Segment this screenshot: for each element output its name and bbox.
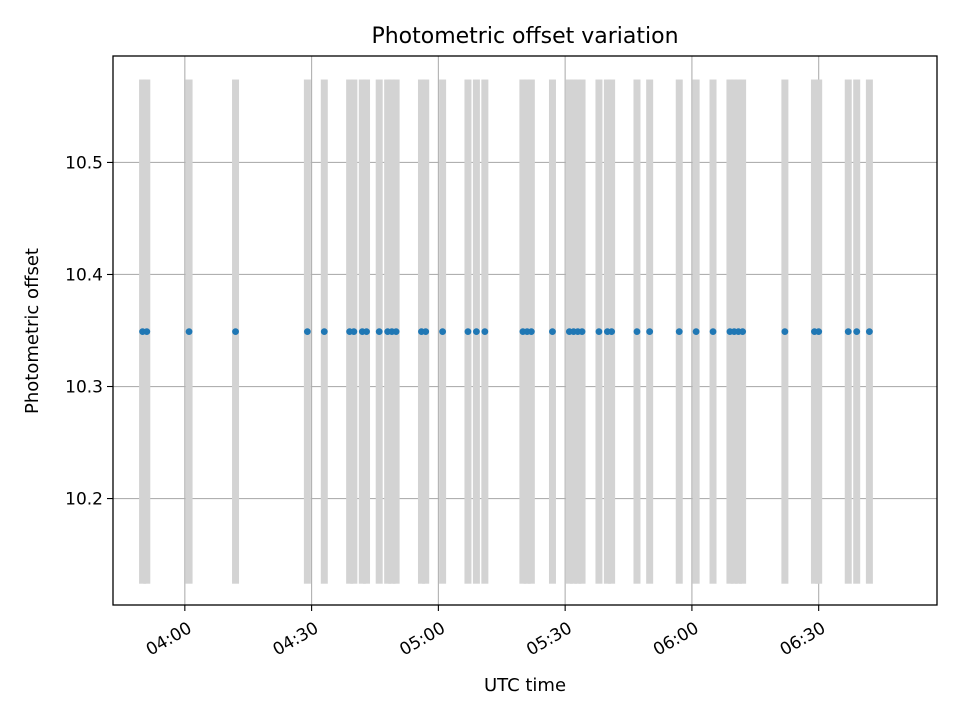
- data-point: [675, 328, 683, 336]
- data-point: [185, 328, 193, 336]
- data-point: [608, 328, 616, 336]
- data-point: [781, 328, 789, 336]
- data-point: [633, 328, 641, 336]
- data-point: [865, 328, 873, 336]
- data-point: [473, 328, 480, 336]
- y-tick-label: 10.2: [65, 490, 103, 510]
- data-point: [853, 328, 861, 336]
- data-point: [422, 328, 430, 336]
- plot-frame: [112, 55, 938, 606]
- x-axis-label: UTC time: [484, 675, 566, 696]
- data-point: [527, 328, 535, 336]
- data-point: [232, 328, 239, 336]
- data-point: [363, 328, 370, 336]
- data-point: [815, 328, 823, 336]
- y-tick-label: 10.5: [65, 153, 103, 173]
- y-axis: 10.2 10.3 10.4 10.5: [65, 153, 113, 510]
- y-tick-label: 10.3: [65, 378, 103, 398]
- chart-title: Photometric offset variation: [371, 24, 678, 49]
- data-point: [549, 328, 556, 336]
- data-point: [578, 328, 586, 336]
- data-point: [595, 328, 603, 336]
- data-point: [392, 328, 400, 336]
- y-tick-label: 10.4: [65, 265, 103, 285]
- data-point: [481, 328, 489, 336]
- data-point: [320, 328, 328, 336]
- data-point: [143, 328, 151, 336]
- data-point: [464, 328, 472, 336]
- data-point: [303, 328, 311, 336]
- data-point: [844, 328, 852, 336]
- data-point: [375, 328, 383, 336]
- data-point: [439, 328, 446, 336]
- data-point: [739, 328, 747, 336]
- data-point: [646, 328, 654, 336]
- data-point: [350, 328, 358, 336]
- y-axis-label: Photometric offset: [22, 248, 43, 414]
- data-point: [692, 328, 700, 336]
- data-point: [709, 328, 717, 336]
- data-points: [139, 328, 873, 336]
